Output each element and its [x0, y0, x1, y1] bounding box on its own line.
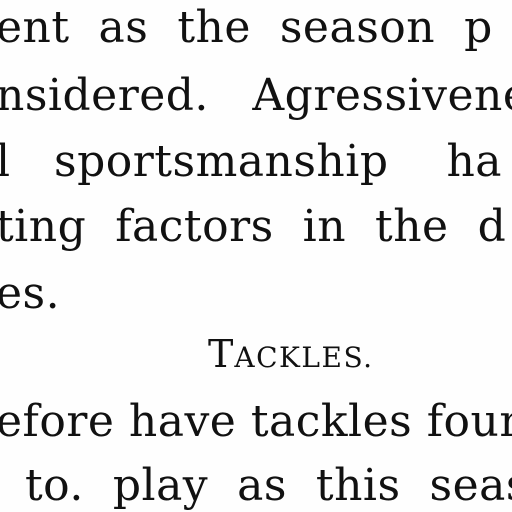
text-line-2: nsidered. Agressivene	[0, 70, 512, 121]
section-heading: TACKLES.	[208, 335, 374, 373]
text-line-7: to. play as this seas	[0, 460, 512, 511]
heading-rest: ACKLES.	[234, 341, 374, 374]
text-line-1: ent as the season p	[0, 2, 493, 53]
text-line-5: es.	[0, 268, 61, 319]
text-line-3: l sportsmanship ha	[0, 136, 503, 187]
heading-initial: T	[208, 332, 235, 376]
text-line-6: efore have tackles foun	[0, 396, 512, 447]
text-line-4: ting factors in the d	[0, 201, 507, 252]
